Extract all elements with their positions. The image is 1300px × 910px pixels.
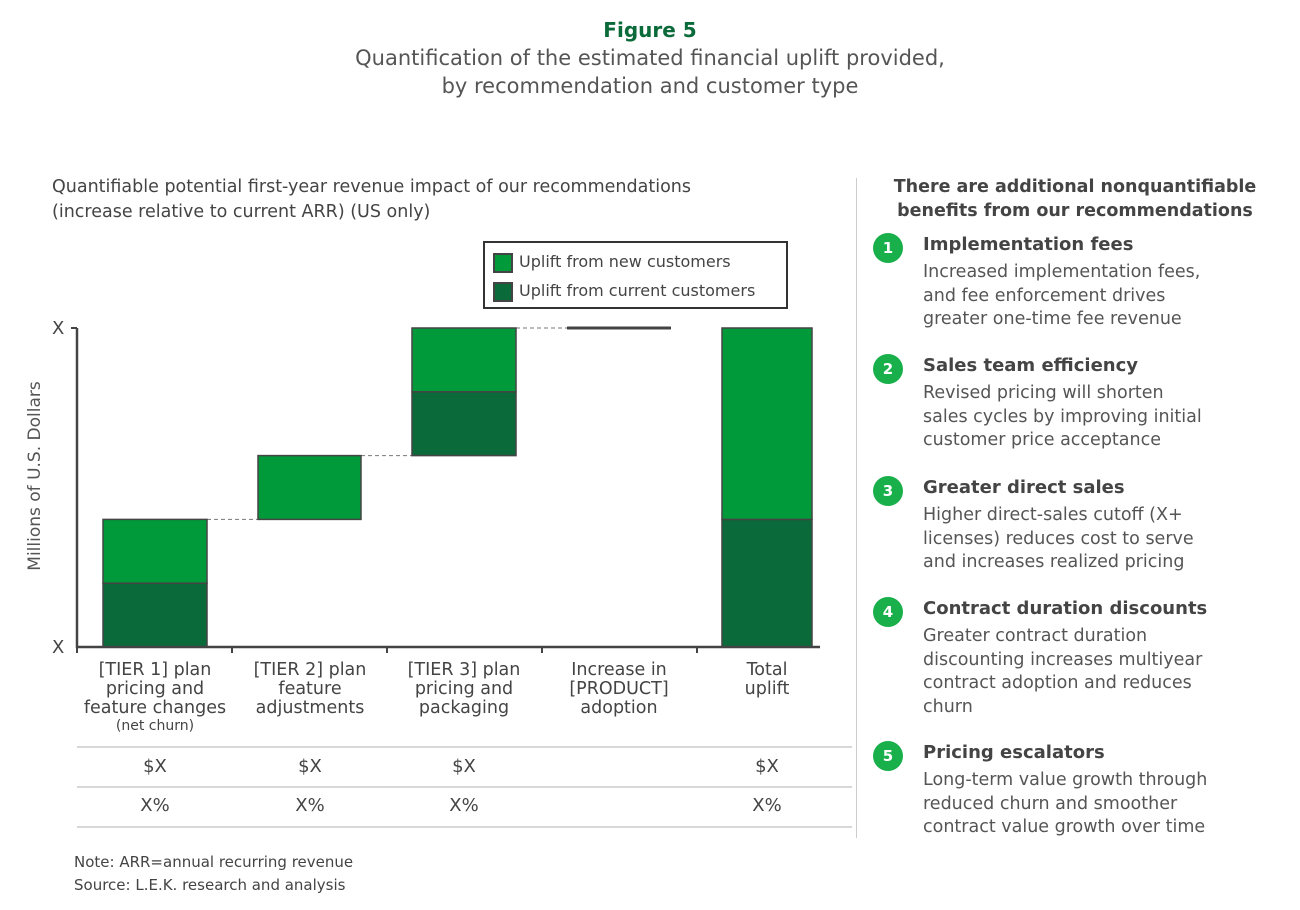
x-category-label-line: pricing and [414,679,514,699]
benefit-body-line: churn [923,696,973,717]
x-category-label-line: packaging [418,698,510,718]
bar-segment [411,391,517,457]
benefit-title: Greater direct sales [923,477,1125,498]
chart-title-line: (increase relative to current ARR) (US o… [52,202,431,222]
legend-swatch-new [493,252,513,273]
y-tick-label-top: X [52,318,65,339]
divider [856,178,857,838]
y-tick-label-bottom: X [52,637,65,658]
number-badge-icon: 1 [873,233,903,263]
x-category-label-line: Total [746,660,788,680]
chart-title: Quantifiable potential first-year revenu… [52,175,691,225]
figure-number: Figure 5 [603,18,697,42]
legend-label: Uplift from current customers [519,281,756,300]
x-category-label-line: uplift [744,679,790,699]
bar-segment [411,327,517,393]
table-dollar-cell: $X [452,756,476,777]
chart-title-line: Quantifiable potential first-year revenu… [52,177,691,197]
benefit-body-line: discounting increases multiyear [923,649,1203,670]
legend-swatch-current [493,281,513,302]
benefit-body: Increased implementation fees, and fee en… [923,261,1263,332]
x-category-label-line: [TIER 3] plan [407,660,521,680]
benefit-body-line: contract adoption and reduces [923,673,1192,693]
benefit-body-line: Long-term value growth through [923,770,1208,790]
benefit-body-line: customer price acceptance [923,430,1161,450]
number-badge-icon: 3 [873,476,903,506]
legend: Uplift from new customers Uplift from cu… [483,241,788,309]
benefit-body: Higher direct-sales cutoff (X+ licenses) … [923,504,1263,575]
benefit-body: Revised pricing will shorten sales cycles… [923,382,1263,453]
benefit-body-line: reduced churn and smoother [923,793,1178,814]
x-category-label-line: adoption [580,698,658,718]
benefit-body-line: licenses) reduces cost to serve [923,528,1194,549]
x-category-label-line: Increase in [571,660,667,680]
waterfall-chart [71,326,852,828]
legend-label: Uplift from new customers [519,252,731,271]
number-badge-icon: 2 [873,354,903,384]
benefit-body-line: Revised pricing will shorten [923,383,1164,403]
chart-note: Note: ARR=annual recurring revenue [74,853,354,871]
number-badge-icon: 5 [873,741,903,771]
benefit-body-line: Higher direct-sales cutoff (X+ [923,505,1183,525]
benefit-body-line: greater one-time fee revenue [923,309,1182,329]
x-category-label: [TIER 3] plan pricing and packaging [384,661,544,718]
x-category-label-line: feature changes [83,698,227,718]
benefit-body-line: Greater contract duration [923,626,1148,646]
benefit-body-line: and fee enforcement drives [923,285,1166,306]
benefit-body-line: contract value growth over time [923,817,1206,837]
x-category-label-line: [TIER 2] plan [253,660,367,680]
legend-item-new: Uplift from new customers [493,252,731,273]
bar-segment [721,327,813,521]
x-category-note: (net churn) [115,718,195,734]
benefit-body: Long-term value growth through reduced ch… [923,769,1263,840]
benefit-body-line: sales cycles by improving initial [923,406,1202,427]
benefit-title: Sales team efficiency [923,355,1138,376]
benefit-title: Pricing escalators [923,742,1105,763]
benefit-body-line: and increases realized pricing [923,552,1185,572]
table-percent-cell: X% [449,795,479,816]
benefit-body: Greater contract duration discounting inc… [923,625,1263,719]
chart-source: Source: L.E.K. research and analysis [74,876,346,894]
table-dollar-cell: $X [143,756,167,777]
bar-segment [102,518,208,584]
benefit-title: Contract duration discounts [923,598,1208,619]
figure-title: Quantification of the estimated financia… [0,44,1300,100]
benefits-heading: There are additional nonquantifiable ben… [870,175,1280,223]
x-category-label: Increase in [PRODUCT] adoption [539,661,699,718]
bar-segment [257,454,362,521]
x-category-label: [TIER 1] plan pricing and feature changes(… [75,661,235,735]
bar-segment [721,518,813,648]
table-percent-cell: X% [752,795,782,816]
table-percent-cell: X% [140,795,170,816]
benefits-heading-line: There are additional nonquantifiable [893,177,1257,197]
benefit-body-line: Increased implementation fees, [923,262,1201,282]
x-category-label-line: [TIER 1] plan [98,660,212,680]
x-category-label-line: pricing and [105,679,205,699]
x-category-label-line: feature [278,679,342,699]
number-badge-icon: 4 [873,597,903,627]
benefits-heading-line: benefits from our recommendations [897,201,1253,221]
x-category-label: Total uplift [687,661,847,699]
table-percent-cell: X% [295,795,325,816]
bar-segment [102,582,208,648]
benefit-title: Implementation fees [923,234,1134,255]
x-category-label-line: adjustments [255,698,365,718]
table-dollar-cell: $X [755,756,779,777]
legend-item-current: Uplift from current customers [493,281,755,302]
figure-title-line: Quantification of the estimated financia… [355,46,945,70]
x-category-label-line: [PRODUCT] [569,679,669,699]
x-category-label: [TIER 2] plan feature adjustments [230,661,390,718]
table-dollar-cell: $X [298,756,322,777]
figure-title-line: by recommendation and customer type [441,74,859,98]
